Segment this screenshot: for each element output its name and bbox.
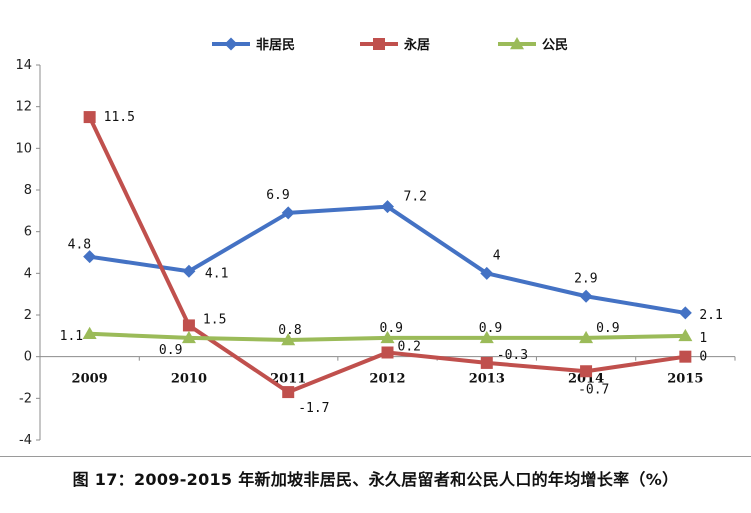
data-label: 11.5 (104, 110, 135, 125)
series-marker (83, 111, 96, 124)
data-label: 7.2 (404, 190, 427, 205)
x-tick-label: 2014 (568, 372, 604, 387)
figure-caption: 图 17：2009-2015 年新加坡非居民、永久居留者和公民人口的年均增长率（… (72, 470, 679, 489)
x-tick-label: 2009 (72, 372, 108, 387)
x-tick-label: 2013 (469, 372, 505, 387)
series-marker (678, 328, 693, 342)
y-tick-label: 14 (15, 58, 32, 73)
y-tick-label: 6 (24, 225, 32, 240)
data-label: 1.1 (60, 329, 83, 344)
series-marker (181, 330, 196, 344)
series-marker (83, 250, 97, 264)
y-tick-label: 0 (24, 350, 32, 365)
y-tick-label: -2 (19, 391, 32, 406)
series-marker (579, 330, 594, 344)
data-label: -0.3 (497, 348, 528, 363)
data-label: 1.5 (203, 312, 226, 327)
data-label: 0.9 (479, 321, 502, 336)
y-tick-label: 8 (24, 183, 32, 198)
data-label: 0.9 (159, 343, 182, 358)
series-marker (282, 386, 295, 399)
y-tick-label: 12 (15, 100, 32, 115)
legend-label: 永居 (403, 37, 430, 53)
series-marker (580, 365, 593, 378)
data-label: 0.2 (398, 340, 421, 355)
data-label: 4.8 (68, 238, 91, 253)
data-label: 6.9 (266, 188, 289, 203)
series-marker (281, 206, 295, 220)
legend-marker (373, 38, 385, 50)
data-label: 0 (699, 350, 707, 365)
series-marker (182, 319, 195, 332)
series-marker (480, 266, 494, 280)
series-marker (82, 326, 97, 339)
data-label: 1 (699, 331, 707, 346)
series-marker (678, 306, 692, 320)
y-tick-label: 10 (15, 141, 32, 156)
legend: 非居民 永居 公民 (212, 37, 568, 53)
series-marker (381, 200, 394, 214)
series-marker (281, 333, 296, 346)
series-marker (479, 330, 494, 344)
data-labels: 4.8 4.1 6.9 7.2 4 2.9 2.1 11.5 1.5 -1.7 0.2 -0.3 -0.… (60, 110, 723, 416)
data-label: -1.7 (298, 401, 329, 416)
legend-marker (510, 37, 524, 50)
legend-label: 公民 (542, 38, 568, 53)
y-tick-label: 2 (24, 308, 32, 323)
series-marker (579, 289, 593, 303)
x-tick-label: 2012 (369, 372, 405, 387)
series-marker (381, 346, 394, 359)
series-marker (380, 330, 395, 344)
series-marker (182, 264, 196, 278)
x-tick-label: 2011 (270, 372, 306, 387)
data-label: 2.1 (699, 308, 722, 323)
series-line (87, 204, 688, 315)
legend-marker (224, 37, 238, 51)
data-label: 4 (493, 248, 501, 263)
x-tick-label: 2015 (667, 372, 703, 387)
data-label: 4.1 (205, 266, 228, 281)
series-layer (82, 111, 693, 399)
series-marker (480, 356, 493, 369)
y-tick-label: -4 (19, 433, 32, 448)
data-label: 0.8 (278, 323, 301, 338)
x-tick-label: 2010 (171, 372, 207, 387)
caption-divider (0, 456, 751, 457)
legend-label: 非居民 (256, 37, 295, 53)
y-tick-label: 4 (24, 266, 32, 281)
data-label: 0.9 (380, 321, 403, 336)
data-label: 0.9 (596, 321, 619, 336)
data-label: 2.9 (574, 271, 597, 286)
series-marker (679, 350, 692, 363)
data-label: -0.7 (578, 382, 609, 397)
